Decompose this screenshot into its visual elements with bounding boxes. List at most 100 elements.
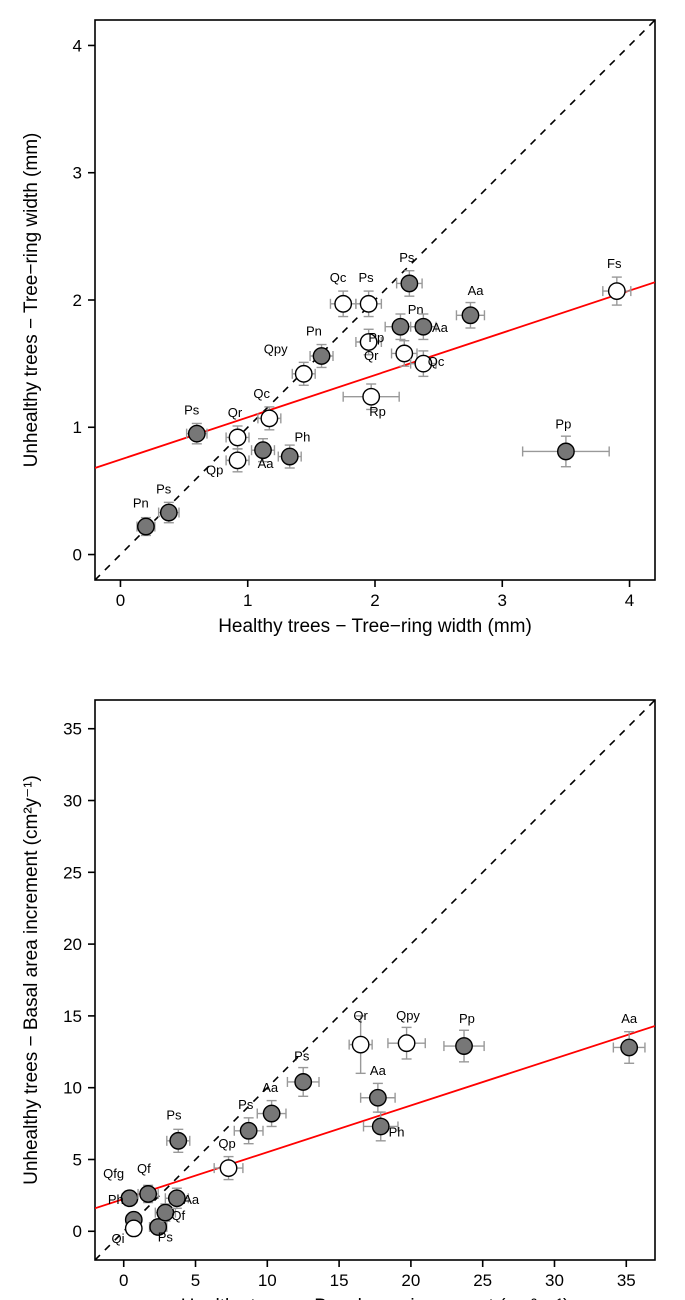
data-point (398, 1035, 414, 1051)
data-point (126, 1220, 142, 1236)
chart-wrapper: 0123401234PnPsPsQrQpAaQcPhQpyPnQcPsQrRpP… (0, 0, 685, 1300)
point-label: Pp (555, 417, 571, 432)
point-label: Rp (369, 404, 386, 419)
data-point (138, 518, 154, 534)
point-label: Aa (258, 456, 275, 471)
point-label: Ps (238, 1097, 254, 1112)
data-point (360, 296, 376, 312)
svg-text:3: 3 (498, 591, 507, 610)
data-point (161, 504, 177, 520)
point-label: Ph (295, 429, 311, 444)
point-label: Qp (206, 462, 223, 477)
point-label: Pn (306, 324, 322, 339)
panel-bottom: 0510152025303505101520253035QfgPhQiQfPsQ… (21, 700, 655, 1300)
svg-text:30: 30 (63, 791, 82, 810)
point-label: Fs (607, 256, 622, 271)
data-point (261, 410, 277, 426)
point-label: Qi (111, 1231, 124, 1246)
data-point (621, 1039, 637, 1055)
point-label: Qr (364, 348, 379, 363)
point-label: Pp (368, 330, 384, 345)
svg-text:1: 1 (73, 418, 82, 437)
point-label: Aa (262, 1080, 279, 1095)
data-point (415, 319, 431, 335)
data-point (295, 1074, 311, 1090)
svg-text:20: 20 (63, 935, 82, 954)
data-point (229, 429, 245, 445)
point-label: Qf (171, 1208, 185, 1223)
data-point (401, 275, 417, 291)
data-point (313, 348, 329, 364)
data-point (456, 1038, 472, 1054)
point-label: Qc (428, 354, 445, 369)
svg-text:4: 4 (625, 591, 634, 610)
data-point (229, 452, 245, 468)
data-point (140, 1186, 156, 1202)
svg-text:35: 35 (63, 720, 82, 739)
svg-text:15: 15 (63, 1007, 82, 1026)
data-point (170, 1133, 186, 1149)
point-label: Ps (158, 1229, 174, 1244)
svg-text:0: 0 (119, 1271, 128, 1290)
point-label: Qf (137, 1161, 151, 1176)
point-label: Ps (399, 250, 415, 265)
point-label: Aa (432, 320, 449, 335)
svg-text:0: 0 (73, 1222, 82, 1241)
point-label: Qpy (264, 341, 288, 356)
x-axis-label: Healthy trees − Basal area increment (cm… (181, 1296, 570, 1300)
svg-text:25: 25 (473, 1271, 492, 1290)
y-axis-label: Unhealthy trees − Tree−ring width (mm) (21, 133, 42, 468)
point-label: Ps (166, 1107, 182, 1122)
point-label: Qr (353, 1008, 368, 1023)
point-label: Aa (468, 283, 485, 298)
point-label: Pn (408, 302, 424, 317)
data-point (220, 1160, 236, 1176)
svg-text:0: 0 (73, 545, 82, 564)
data-point (189, 425, 205, 441)
point-label: Ps (359, 270, 375, 285)
point-label: Aa (370, 1063, 387, 1078)
svg-text:10: 10 (63, 1079, 82, 1098)
data-point (558, 443, 574, 459)
svg-text:20: 20 (401, 1271, 420, 1290)
point-label: Ps (294, 1048, 310, 1063)
y-axis-label: Unhealthy trees − Basal area increment (… (21, 775, 42, 1185)
data-point (370, 1090, 386, 1106)
fit-line (95, 282, 655, 468)
point-label: Qpy (396, 1008, 420, 1023)
data-point (240, 1123, 256, 1139)
data-point (296, 366, 312, 382)
svg-text:5: 5 (73, 1150, 82, 1169)
data-point (363, 389, 379, 405)
figure-svg: 0123401234PnPsPsQrQpAaQcPhQpyPnQcPsQrRpP… (0, 0, 685, 1300)
data-point (263, 1105, 279, 1121)
point-label: Ps (156, 481, 172, 496)
data-point (373, 1118, 389, 1134)
point-label: Pp (459, 1011, 475, 1026)
point-label: Qc (253, 386, 270, 401)
point-label: Ph (108, 1192, 124, 1207)
svg-text:1: 1 (243, 591, 252, 610)
data-point (352, 1036, 368, 1052)
data-point (282, 448, 298, 464)
svg-text:3: 3 (73, 164, 82, 183)
point-label: Qfg (103, 1166, 124, 1181)
svg-text:35: 35 (617, 1271, 636, 1290)
data-point (392, 319, 408, 335)
point-label: Qc (330, 270, 347, 285)
svg-text:2: 2 (370, 591, 379, 610)
point-label: Qp (218, 1136, 235, 1151)
panel-top: 0123401234PnPsPsQrQpAaQcPhQpyPnQcPsQrRpP… (21, 20, 655, 637)
svg-text:15: 15 (330, 1271, 349, 1290)
point-label: Aa (183, 1192, 200, 1207)
point-label: Aa (621, 1011, 638, 1026)
svg-text:30: 30 (545, 1271, 564, 1290)
svg-text:0: 0 (116, 591, 125, 610)
svg-text:5: 5 (191, 1271, 200, 1290)
svg-text:10: 10 (258, 1271, 277, 1290)
svg-text:2: 2 (73, 291, 82, 310)
data-point (609, 283, 625, 299)
diag-line (95, 700, 655, 1260)
point-label: Pn (133, 495, 149, 510)
point-label: Ps (184, 403, 200, 418)
